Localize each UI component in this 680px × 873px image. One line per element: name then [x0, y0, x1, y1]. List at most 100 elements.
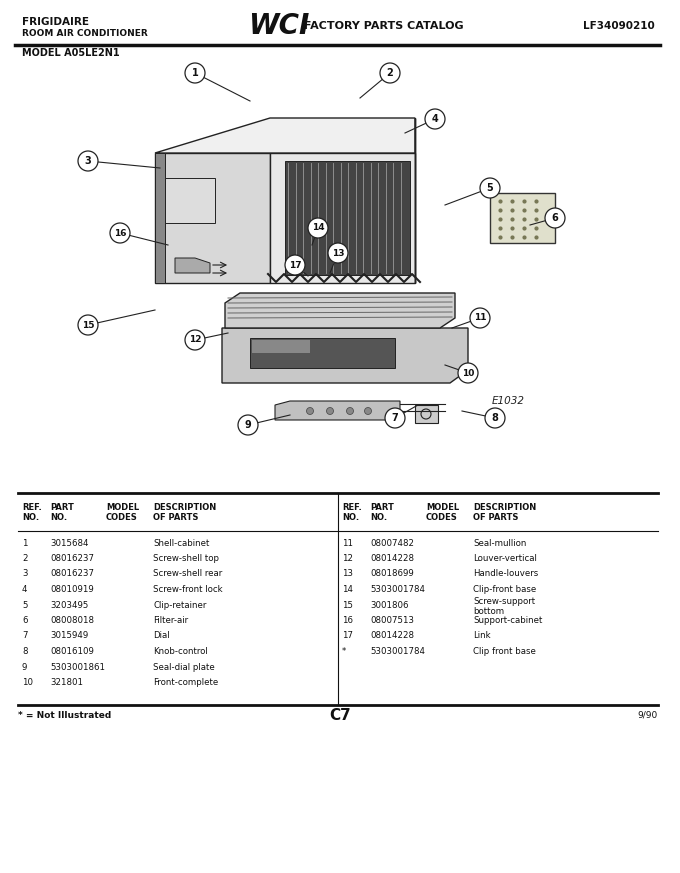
Text: *: * [342, 647, 346, 656]
Text: 5303001784: 5303001784 [370, 647, 425, 656]
Text: Seal-dial plate: Seal-dial plate [153, 663, 215, 671]
Text: REF.: REF. [342, 503, 362, 512]
Text: 2: 2 [387, 68, 393, 78]
Circle shape [285, 255, 305, 275]
Polygon shape [252, 340, 310, 353]
Circle shape [385, 408, 405, 428]
Circle shape [425, 109, 445, 129]
Text: 5303001861: 5303001861 [50, 663, 105, 671]
Text: 12: 12 [189, 335, 201, 345]
Text: 8: 8 [22, 647, 27, 656]
Text: 5: 5 [22, 601, 27, 609]
Circle shape [328, 243, 348, 263]
Text: 3015949: 3015949 [50, 631, 88, 641]
Text: REF.: REF. [22, 503, 41, 512]
Circle shape [364, 408, 371, 415]
Circle shape [110, 223, 130, 243]
Text: 13: 13 [332, 249, 344, 258]
Text: NO.: NO. [50, 512, 67, 521]
Text: 08016237: 08016237 [50, 554, 94, 563]
Text: 13: 13 [342, 569, 353, 579]
Text: NO.: NO. [342, 512, 359, 521]
Circle shape [380, 63, 400, 83]
Circle shape [326, 408, 333, 415]
Text: Knob-control: Knob-control [153, 647, 208, 656]
Text: 14: 14 [342, 585, 353, 594]
Text: 4: 4 [432, 114, 439, 124]
Polygon shape [250, 338, 395, 368]
Circle shape [485, 408, 505, 428]
Text: OF PARTS: OF PARTS [153, 512, 199, 521]
Text: NO.: NO. [22, 512, 39, 521]
Text: 5303001784: 5303001784 [370, 585, 425, 594]
Text: 08016109: 08016109 [50, 647, 94, 656]
Text: Handle-louvers: Handle-louvers [473, 569, 539, 579]
Text: MODEL: MODEL [426, 503, 459, 512]
Text: bottom: bottom [473, 607, 504, 615]
Text: 12: 12 [342, 554, 353, 563]
Text: E1032: E1032 [492, 396, 525, 406]
Text: FRIGIDAIRE: FRIGIDAIRE [22, 17, 89, 27]
Text: 08014228: 08014228 [370, 554, 414, 563]
Text: 9: 9 [245, 420, 252, 430]
Text: CODES: CODES [426, 512, 458, 521]
Text: Louver-vertical: Louver-vertical [473, 554, 537, 563]
Text: 9/90: 9/90 [638, 711, 658, 719]
Polygon shape [415, 405, 438, 423]
Polygon shape [225, 293, 455, 328]
Text: Dial: Dial [153, 631, 169, 641]
Text: MODEL: MODEL [106, 503, 139, 512]
Text: OF PARTS: OF PARTS [473, 512, 518, 521]
Text: FACTORY PARTS CATALOG: FACTORY PARTS CATALOG [300, 21, 464, 31]
Circle shape [78, 151, 98, 171]
Text: * = Not Illustrated: * = Not Illustrated [18, 711, 112, 719]
Text: 7: 7 [392, 413, 398, 423]
Text: 11: 11 [342, 539, 353, 547]
Circle shape [480, 178, 500, 198]
Circle shape [185, 330, 205, 350]
Text: Clip front base: Clip front base [473, 647, 536, 656]
Polygon shape [165, 178, 215, 223]
Text: LF34090210: LF34090210 [583, 21, 655, 31]
Text: 14: 14 [311, 223, 324, 232]
Text: 17: 17 [289, 260, 301, 270]
Text: 321801: 321801 [50, 678, 83, 687]
Text: 16: 16 [342, 616, 353, 625]
Text: 3: 3 [84, 156, 91, 166]
Text: Screw-support: Screw-support [473, 596, 535, 606]
Text: 08014228: 08014228 [370, 631, 414, 641]
Text: 11: 11 [474, 313, 486, 322]
Text: DESCRIPTION: DESCRIPTION [153, 503, 216, 512]
Text: Support-cabinet: Support-cabinet [473, 616, 543, 625]
Text: Shell-cabinet: Shell-cabinet [153, 539, 209, 547]
Text: 15: 15 [82, 320, 95, 329]
Text: 6: 6 [22, 616, 27, 625]
Text: 16: 16 [114, 229, 126, 237]
Text: 08008018: 08008018 [50, 616, 94, 625]
Circle shape [347, 408, 354, 415]
Text: PART: PART [370, 503, 394, 512]
Polygon shape [155, 118, 415, 153]
Text: 4: 4 [22, 585, 27, 594]
Polygon shape [155, 153, 165, 283]
Text: C7: C7 [329, 707, 351, 723]
Text: MODEL A05LE2N1: MODEL A05LE2N1 [22, 48, 120, 58]
Text: 1: 1 [192, 68, 199, 78]
Text: 15: 15 [342, 601, 353, 609]
Circle shape [238, 415, 258, 435]
Polygon shape [270, 153, 415, 283]
Circle shape [78, 315, 98, 335]
Text: 2: 2 [22, 554, 27, 563]
Circle shape [308, 218, 328, 238]
Text: 08007513: 08007513 [370, 616, 414, 625]
Text: PART: PART [50, 503, 74, 512]
Text: NO.: NO. [370, 512, 387, 521]
Text: 7: 7 [22, 631, 27, 641]
Text: WCI: WCI [248, 12, 309, 40]
Text: 08016237: 08016237 [50, 569, 94, 579]
Text: Front-complete: Front-complete [153, 678, 218, 687]
Text: 3001806: 3001806 [370, 601, 409, 609]
Circle shape [470, 308, 490, 328]
Polygon shape [285, 161, 410, 275]
Text: Link: Link [473, 631, 491, 641]
